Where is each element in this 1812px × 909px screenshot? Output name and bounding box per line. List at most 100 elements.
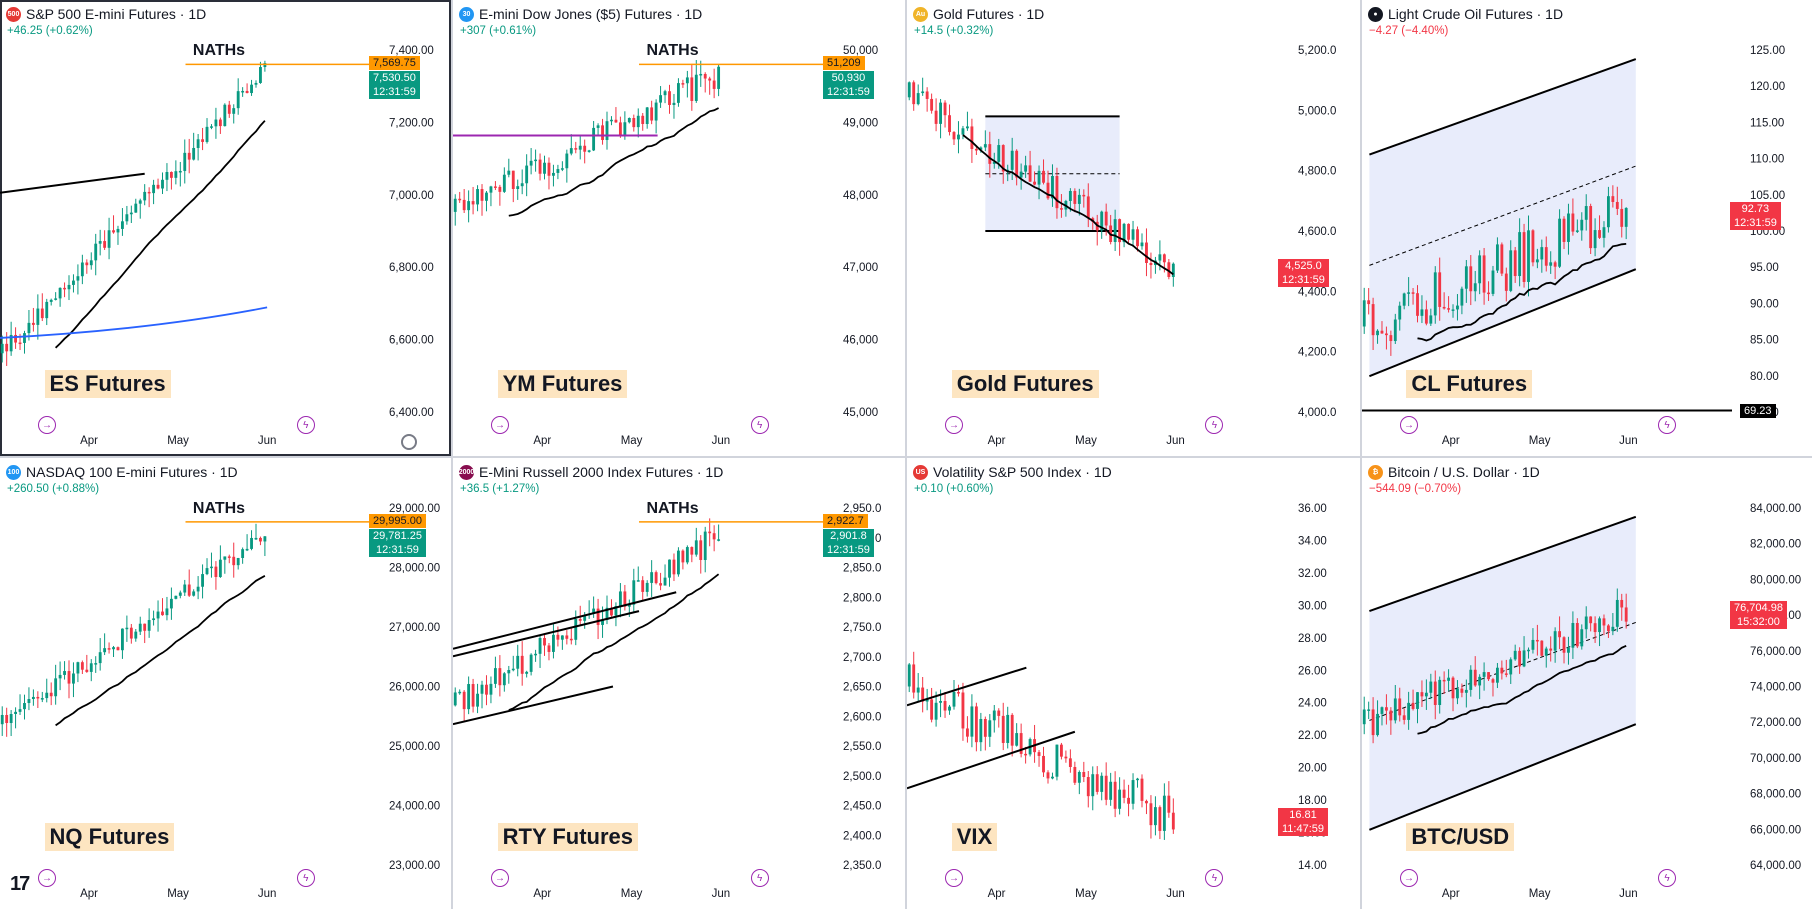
- candle-body: [1567, 647, 1570, 653]
- chart-panel-gc[interactable]: Au Gold Futures · 1D +14.5 (+0.32%) 5,200.0…: [907, 0, 1360, 456]
- symbol-title-row[interactable]: ₿ Bitcoin / U.S. Dollar · 1D: [1368, 464, 1540, 480]
- candle-body: [1380, 707, 1384, 714]
- lightning-icon[interactable]: ϟ: [1658, 416, 1676, 434]
- price-chart-svg[interactable]: 7,400.00 7,200.00 7,000.00 6,800.00 6,600.00…: [0, 0, 451, 456]
- replay-arrow-icon[interactable]: →: [491, 869, 509, 887]
- symbol-title-row[interactable]: 30 E-mini Dow Jones ($5) Futures · 1D: [459, 6, 702, 22]
- moving-average-line[interactable]: [1417, 644, 1627, 735]
- candle-body: [485, 684, 488, 695]
- price-chart-svg[interactable]: 5,200.0 5,000.0 4,800.0 4,600.0 4,400.0 4,200…: [907, 0, 1360, 456]
- lightning-icon[interactable]: ϟ: [296, 416, 315, 434]
- price-chart-svg[interactable]: 29,000.00 28,000.00 27,000.00 26,000.00 25,0…: [0, 458, 451, 909]
- symbol-title[interactable]: NASDAQ 100 E-mini Futures · 1D: [26, 464, 238, 480]
- moving-average-line[interactable]: [1417, 243, 1627, 342]
- chart-panel-es[interactable]: 500 S&P 500 E-mini Futures · 1D +46.25 (+0…: [0, 0, 451, 456]
- lightning-icon[interactable]: ϟ: [296, 869, 315, 887]
- candle-body: [1620, 599, 1624, 608]
- chart-header: 500 S&P 500 E-mini Futures · 1D +46.25 (+0…: [6, 6, 206, 37]
- replay-arrow-icon[interactable]: →: [945, 869, 963, 887]
- channel-mid-line[interactable]: [1369, 165, 1636, 266]
- candle-body: [1420, 309, 1424, 316]
- chart-panel-rty[interactable]: 2000 E-Mini Russell 2000 Index Futures · …: [453, 458, 905, 909]
- symbol-title[interactable]: Light Crude Oil Futures · 1D: [1388, 6, 1564, 22]
- candle-body: [5, 714, 9, 724]
- replay-arrow-icon[interactable]: →: [38, 416, 56, 434]
- symbol-title-row[interactable]: Au Gold Futures · 1D: [913, 6, 1044, 22]
- tradingview-logo-icon[interactable]: 17: [10, 873, 30, 895]
- candle-body: [1429, 315, 1433, 324]
- replay-arrow-icon[interactable]: →: [491, 416, 509, 434]
- candle-body: [614, 606, 618, 616]
- trend-line[interactable]: [453, 685, 614, 726]
- replay-arrow-icon[interactable]: →: [945, 416, 963, 434]
- candle-body: [1478, 676, 1482, 686]
- trend-line[interactable]: [453, 591, 677, 650]
- settings-gear-icon[interactable]: [401, 434, 417, 450]
- symbol-title[interactable]: Bitcoin / U.S. Dollar · 1D: [1388, 464, 1540, 480]
- candle-body: [14, 334, 18, 343]
- chart-panel-nq[interactable]: 100 NASDAQ 100 E-mini Futures · 1D +260.50…: [0, 458, 451, 909]
- nath-label: NATHs: [646, 42, 699, 60]
- candle-body: [930, 98, 934, 111]
- channel-upper-line[interactable]: [1369, 515, 1637, 613]
- candle-body: [525, 165, 529, 184]
- channel-lower-line[interactable]: [1369, 268, 1637, 378]
- long-moving-average-line[interactable]: [0, 306, 268, 339]
- trend-line[interactable]: [907, 666, 1027, 707]
- panel-divider[interactable]: [451, 0, 453, 909]
- replay-arrow-icon[interactable]: →: [38, 869, 56, 887]
- price-chart-svg[interactable]: 125.00120.00115.00110.00105.00100.0095.0…: [1362, 0, 1812, 456]
- trend-line[interactable]: [0, 172, 145, 194]
- y-axis-tick: 2,500.0: [843, 771, 881, 783]
- price-chart-svg[interactable]: 2,950.02,900.02,850.02,800.02,750.02,700…: [453, 458, 905, 909]
- channel-lower-line[interactable]: [1369, 723, 1637, 831]
- lightning-icon[interactable]: ϟ: [1205, 869, 1224, 887]
- y-axis-tick: 85.00: [1750, 335, 1779, 347]
- chart-panel-cl[interactable]: ● Light Crude Oil Futures · 1D −4.27 (−4.4…: [1362, 0, 1812, 456]
- symbol-title[interactable]: Gold Futures · 1D: [933, 6, 1045, 22]
- candle-body: [1562, 637, 1566, 653]
- moving-average-line[interactable]: [508, 107, 719, 217]
- symbol-title[interactable]: E-Mini Russell 2000 Index Futures · 1D: [479, 464, 724, 480]
- symbol-title[interactable]: E-mini Dow Jones ($5) Futures · 1D: [479, 6, 703, 22]
- candle-body: [1464, 266, 1468, 289]
- lightning-icon[interactable]: ϟ: [750, 869, 769, 887]
- symbol-title[interactable]: S&P 500 E-mini Futures · 1D: [26, 6, 207, 22]
- price-chart-svg[interactable]: 50,000 49,000 48,000 47,000 46,000 45,000 Apr M…: [453, 0, 905, 456]
- trend-line[interactable]: [453, 610, 640, 658]
- moving-average-line[interactable]: [962, 134, 1174, 276]
- candle-body: [1362, 709, 1366, 725]
- lightning-icon[interactable]: ϟ: [1658, 869, 1676, 887]
- moving-average-line[interactable]: [54, 120, 266, 349]
- symbol-title-row[interactable]: 500 S&P 500 E-mini Futures · 1D: [6, 6, 206, 22]
- chart-panel-vix[interactable]: US Volatility S&P 500 Index · 1D +0.10 (+0…: [907, 458, 1360, 909]
- chart-panel-ym[interactable]: 30 E-mini Dow Jones ($5) Futures · 1D +307…: [453, 0, 905, 456]
- symbol-title[interactable]: Volatility S&P 500 Index · 1D: [933, 464, 1112, 480]
- moving-average-line[interactable]: [55, 575, 266, 727]
- channel-upper-line[interactable]: [1369, 58, 1637, 156]
- lightning-icon[interactable]: ϟ: [1205, 416, 1224, 434]
- replay-arrow-icon[interactable]: →: [1400, 869, 1418, 887]
- panel-divider[interactable]: [905, 0, 907, 909]
- price-chart-svg[interactable]: 84,000.0082,000.0080,000.0078,000.0076,0…: [1362, 458, 1812, 909]
- symbol-title-row[interactable]: US Volatility S&P 500 Index · 1D: [913, 464, 1112, 480]
- symbol-title-row[interactable]: 2000 E-Mini Russell 2000 Index Futures · …: [459, 464, 724, 480]
- y-axis-tick: 5,200.0: [1298, 45, 1336, 57]
- replay-arrow-icon[interactable]: →: [1400, 416, 1418, 434]
- candle-body: [650, 572, 654, 583]
- lightning-icon[interactable]: ϟ: [750, 416, 769, 434]
- candle-body: [1051, 176, 1054, 199]
- panel-divider[interactable]: [1360, 0, 1362, 909]
- candle-body: [54, 298, 58, 300]
- panel-divider[interactable]: [0, 456, 1812, 458]
- y-axis-tick: 4,000.0: [1298, 407, 1336, 419]
- trend-line[interactable]: [907, 730, 1076, 790]
- symbol-title-row[interactable]: ● Light Crude Oil Futures · 1D: [1368, 6, 1563, 22]
- last-price-value: 92.73: [1741, 202, 1770, 215]
- symbol-logo-icon: 2000: [459, 464, 474, 480]
- moving-average-line[interactable]: [508, 573, 720, 711]
- chart-panel-btc[interactable]: ₿ Bitcoin / U.S. Dollar · 1D −544.09 (−0.7…: [1362, 458, 1812, 909]
- price-chart-svg[interactable]: 36.00 34.00 32.00 30.00 28.00 26.00 24.00 22.00…: [907, 458, 1360, 909]
- chart-header: 100 NASDAQ 100 E-mini Futures · 1D +260.50…: [6, 464, 238, 495]
- symbol-title-row[interactable]: 100 NASDAQ 100 E-mini Futures · 1D: [6, 464, 238, 480]
